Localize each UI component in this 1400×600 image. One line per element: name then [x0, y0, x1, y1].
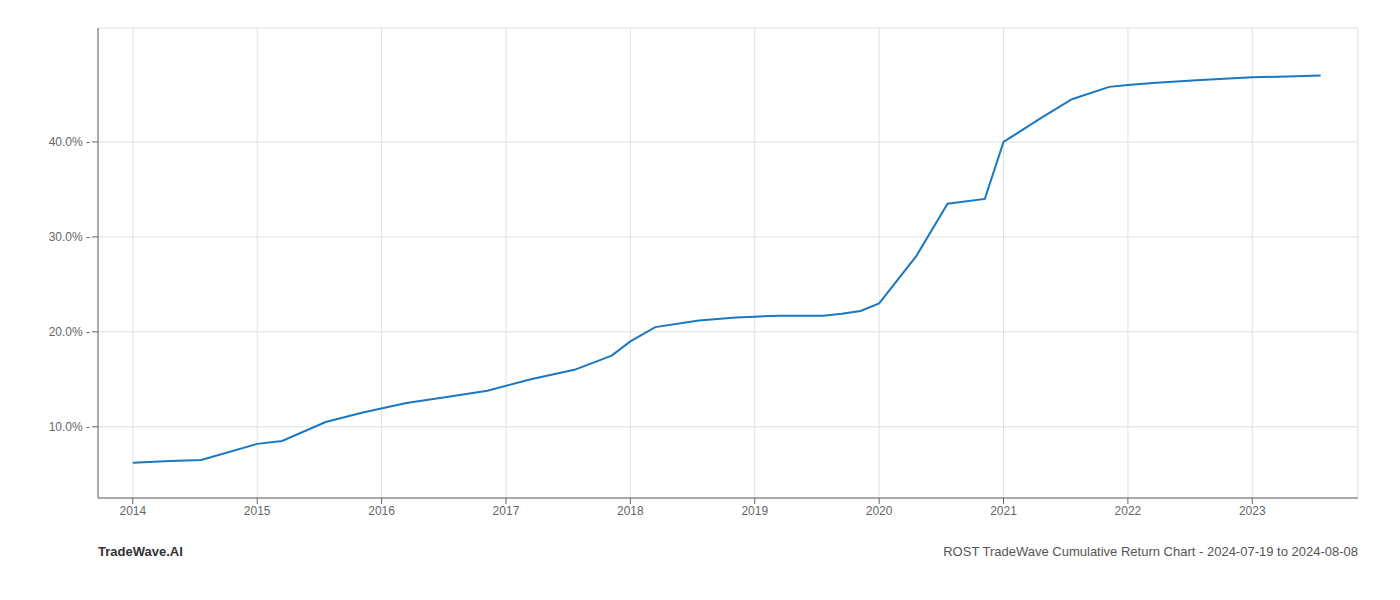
svg-text:30.0% -: 30.0% -: [49, 230, 90, 244]
svg-text:2021: 2021: [990, 504, 1017, 518]
html-text:ROST TradeWave Cumulative Retu: ROST TradeWave Cumulative Return Chart -…: [943, 544, 1358, 559]
svg-text:2018: 2018: [617, 504, 644, 518]
svg-text:2019: 2019: [741, 504, 768, 518]
svg-text:20.0% -: 20.0% -: [49, 325, 90, 339]
svg-text:2023: 2023: [1239, 504, 1266, 518]
svg-text:2020: 2020: [866, 504, 893, 518]
svg-text:2015: 2015: [244, 504, 271, 518]
svg-text:2016: 2016: [368, 504, 395, 518]
svg-text:10.0% -: 10.0% -: [49, 420, 90, 434]
svg-text:2022: 2022: [1115, 504, 1142, 518]
html-text:TradeWave.AI: TradeWave.AI: [98, 544, 183, 559]
svg-text:40.0% -: 40.0% -: [49, 135, 90, 149]
svg-text:2014: 2014: [119, 504, 146, 518]
svg-text:2017: 2017: [493, 504, 520, 518]
